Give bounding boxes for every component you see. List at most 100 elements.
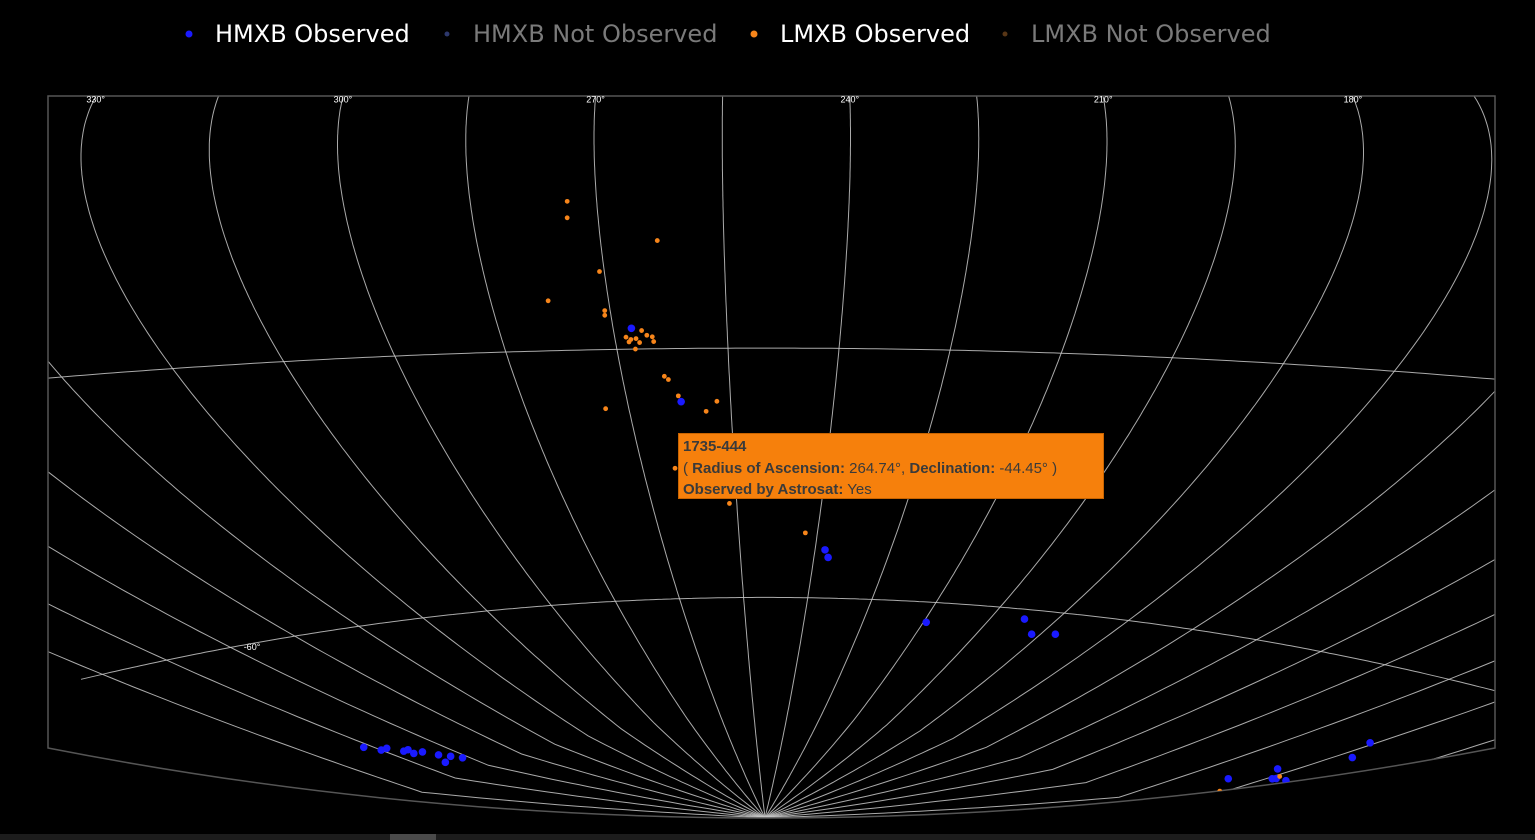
- source-point[interactable]: [677, 397, 685, 406]
- source-point[interactable]: [441, 758, 450, 767]
- source-point[interactable]: [623, 334, 629, 340]
- source-point[interactable]: [633, 336, 639, 342]
- source-point[interactable]: [1020, 615, 1029, 623]
- lon-tick-label: 330°: [86, 94, 105, 104]
- source-point[interactable]: [434, 751, 443, 759]
- source-point[interactable]: [1366, 739, 1374, 747]
- legend-label: HMXB Not Observed: [473, 20, 717, 48]
- source-point[interactable]: [675, 393, 681, 399]
- source-point[interactable]: [644, 332, 650, 338]
- source-point[interactable]: [410, 749, 418, 758]
- lon-tick-label: 300°: [334, 94, 353, 104]
- source-point[interactable]: [654, 238, 660, 243]
- meridian: [764, 96, 980, 818]
- source-point[interactable]: [922, 618, 931, 627]
- tooltip-name: 1735-444: [683, 438, 747, 455]
- source-point[interactable]: [1277, 774, 1283, 779]
- source-point[interactable]: [714, 398, 720, 404]
- tooltip-text: 264.74°,: [844, 459, 910, 477]
- parallel: [48, 347, 1495, 477]
- meridian: [764, 96, 1108, 818]
- source-point[interactable]: [1027, 630, 1036, 639]
- meridian: [48, 96, 766, 818]
- source-point[interactable]: [627, 324, 636, 333]
- meridian: [764, 96, 1495, 818]
- meridian: [48, 96, 766, 818]
- meridian: [764, 96, 1495, 818]
- source-point[interactable]: [564, 215, 570, 221]
- source-point[interactable]: [651, 339, 657, 344]
- scrollbar-thumb[interactable]: [390, 834, 436, 840]
- source-point[interactable]: [359, 743, 368, 752]
- legend-label: HMXB Observed: [215, 20, 410, 48]
- tooltip-label: Radius of Ascension:: [692, 459, 845, 477]
- meridian: [764, 96, 851, 818]
- source-point[interactable]: [802, 530, 808, 536]
- tick-labels: 330° 300° 270° 240° 210° 180° -60°: [86, 94, 1362, 652]
- source-point[interactable]: [703, 408, 709, 414]
- source-point[interactable]: [545, 298, 551, 304]
- lon-tick-label: 180°: [1344, 94, 1363, 104]
- source-point[interactable]: [603, 406, 609, 412]
- tooltip-observed: Observed by Astrosat: Yes: [683, 479, 1099, 501]
- legend-marker: [444, 31, 450, 37]
- source-point[interactable]: [564, 198, 570, 204]
- lon-tick-label: 270°: [586, 94, 605, 104]
- source-point[interactable]: [458, 753, 467, 762]
- source-point[interactable]: [382, 744, 391, 753]
- source-point[interactable]: [1224, 774, 1233, 783]
- legend: HMXB Observed HMXB Not Observed LMXB Obser…: [185, 20, 1271, 48]
- source-point[interactable]: [626, 339, 632, 345]
- source-point[interactable]: [637, 340, 643, 345]
- meridian: [48, 96, 766, 818]
- legend-label: LMXB Not Observed: [1031, 20, 1271, 48]
- tooltip-label: Declination:: [909, 459, 996, 477]
- meridian: [764, 96, 1236, 818]
- legend-label: LMXB Observed: [780, 20, 970, 48]
- legend-item[interactable]: LMXB Observed: [750, 20, 971, 48]
- source-point[interactable]: [1273, 765, 1282, 773]
- tooltip-coords: ( Radius of Ascension: 264.74°, Declinat…: [683, 458, 1099, 480]
- meridian: [721, 96, 766, 818]
- source-point[interactable]: [1051, 630, 1060, 638]
- parallel: [80, 596, 1495, 726]
- lat-tick-label: -60°: [244, 642, 261, 652]
- tooltip-text: (: [683, 459, 693, 477]
- meridian: [764, 96, 1495, 818]
- meridian: [764, 96, 1495, 818]
- source-point[interactable]: [649, 334, 655, 340]
- hover-tooltip: 1735-444 ( Radius of Ascension: 264.74°,…: [678, 433, 1104, 499]
- source-point[interactable]: [1260, 789, 1268, 798]
- source-point[interactable]: [446, 752, 455, 761]
- map-frame: [47, 95, 1496, 819]
- tooltip-label: Observed by Astrosat:: [683, 481, 844, 498]
- legend-marker: [750, 30, 758, 38]
- source-point[interactable]: [404, 745, 412, 754]
- meridian: [208, 96, 766, 818]
- source-point[interactable]: [602, 308, 608, 313]
- points: [359, 198, 1374, 798]
- legend-item[interactable]: HMXB Observed: [185, 20, 410, 48]
- meridian: [764, 100, 1495, 818]
- source-point[interactable]: [602, 312, 608, 318]
- legend-item[interactable]: LMXB Not Observed: [1002, 20, 1271, 48]
- source-point[interactable]: [727, 501, 732, 506]
- legend-item[interactable]: HMXB Not Observed: [444, 20, 718, 48]
- source-point[interactable]: [633, 346, 638, 352]
- source-point[interactable]: [821, 546, 829, 554]
- meridian: [48, 96, 766, 818]
- tooltip-title: 1735-444: [683, 436, 1099, 458]
- source-point[interactable]: [639, 328, 645, 333]
- source-point[interactable]: [665, 377, 671, 382]
- meridian: [48, 96, 766, 818]
- legend-marker: [185, 30, 193, 38]
- source-point[interactable]: [661, 373, 667, 379]
- scrollbar-track: [0, 834, 1535, 840]
- source-point[interactable]: [418, 748, 427, 756]
- meridian: [465, 96, 766, 818]
- source-point[interactable]: [1348, 753, 1357, 762]
- source-point[interactable]: [824, 553, 832, 562]
- graticule: [48, 96, 1495, 818]
- source-point[interactable]: [597, 269, 602, 274]
- source-point[interactable]: [672, 465, 678, 471]
